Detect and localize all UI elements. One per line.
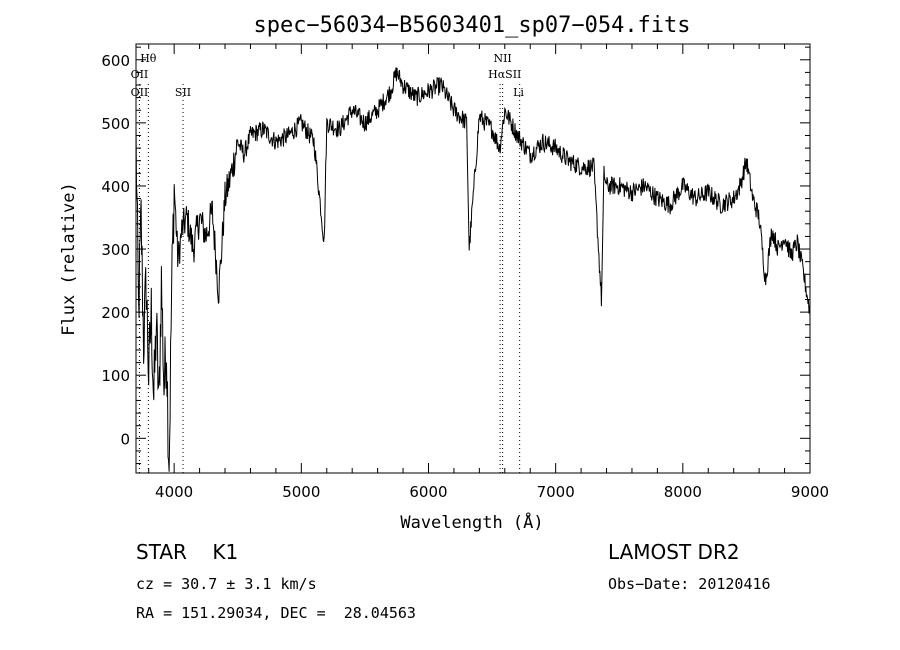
y-tick-label: 200 xyxy=(101,304,130,322)
spectral-line-label: Li xyxy=(513,86,524,99)
spectral-line-label: HαSII xyxy=(488,68,521,81)
y-tick-label: 400 xyxy=(101,178,130,196)
x-tick-label: 4000 xyxy=(155,483,193,501)
spectral-line-label: OII xyxy=(131,68,149,81)
spectral-line-label: Hθ xyxy=(140,52,157,65)
y-tick-label: 0 xyxy=(120,430,130,448)
spectral-line-label: OII xyxy=(131,86,149,99)
x-axis-label: Wavelength (Å) xyxy=(400,511,543,533)
plot-area: 4000 5000 6000 7000 8000 9000 0 100 200 300 400 500… xyxy=(101,43,829,501)
y-tick-label: 500 xyxy=(101,115,130,133)
y-tick-label: 100 xyxy=(101,367,130,385)
x-tick-label: 8000 xyxy=(664,483,702,501)
x-tick-label: 9000 xyxy=(791,483,829,501)
y-tick-label: 300 xyxy=(101,241,130,259)
chart-title: spec−56034−B5603401_sp07−054.fits xyxy=(253,13,690,38)
y-tick-label: 600 xyxy=(101,52,130,70)
spectral-line-label: SII xyxy=(175,86,191,99)
x-tick-label: 7000 xyxy=(537,483,575,501)
spectral-line-label: NII xyxy=(493,52,511,65)
y-axis-label: Flux (relative) xyxy=(59,182,79,336)
object-class: STAR K1 xyxy=(136,540,239,564)
coordinates: RA = 151.29034, DEC = 28.04563 xyxy=(136,604,416,622)
plot-frame xyxy=(135,43,811,474)
x-tick-label: 5000 xyxy=(282,483,320,501)
x-tick-label: 6000 xyxy=(409,483,447,501)
observation-date: Obs−Date: 20120416 xyxy=(608,575,771,593)
survey-name: LAMOST DR2 xyxy=(608,540,740,564)
spectrum-line xyxy=(135,67,811,472)
redshift-cz: cz = 30.7 ± 3.1 km/s xyxy=(136,575,317,593)
